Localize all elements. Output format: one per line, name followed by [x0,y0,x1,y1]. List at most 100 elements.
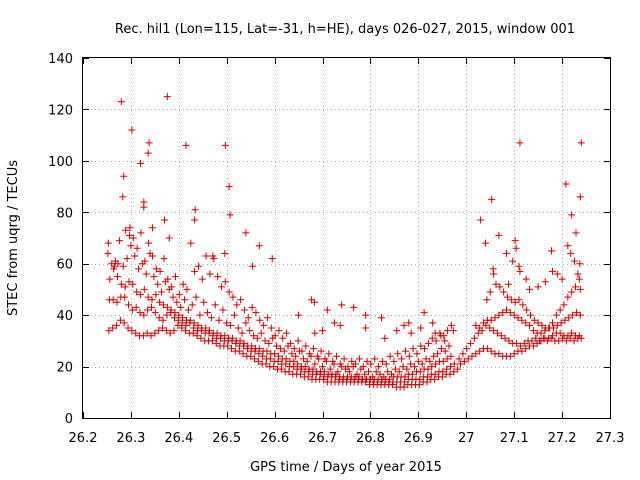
data-point [568,288,576,296]
data-point [113,273,121,281]
data-point [496,283,504,291]
x-axis-label: GPS time / Days of year 2015 [250,460,442,475]
data-point [548,247,556,255]
data-point [431,370,439,378]
data-point [407,329,415,337]
data-point [302,342,310,350]
data-point [147,332,155,340]
data-point [233,301,241,309]
data-point [541,278,549,286]
data-point [158,288,166,296]
data-point [431,329,439,337]
data-point [506,309,514,317]
x-tick-label: 26.7 [308,431,337,446]
data-point [557,319,565,327]
data-point [368,373,376,381]
data-point [116,316,124,324]
data-point [298,347,306,355]
data-point [522,275,530,283]
data-point [156,267,164,275]
data-point [143,329,151,337]
data-point [480,319,488,327]
data-point [261,337,269,345]
data-point [505,337,513,345]
data-point [421,345,429,353]
data-point [426,357,434,365]
data-point [534,319,542,327]
data-point [142,270,150,278]
data-point [365,368,373,376]
data-point [565,314,573,322]
data-point [503,293,511,301]
data-point [441,347,449,355]
data-point [376,370,384,378]
data-point [256,316,264,324]
data-point [441,337,449,345]
data-point [570,337,578,345]
data-point [168,283,176,291]
data-point [577,139,585,147]
data-point [191,206,199,214]
data-point [362,324,370,332]
data-point [255,345,263,353]
data-point [242,319,250,327]
data-point [528,337,536,345]
data-point [394,350,402,358]
data-point [509,257,517,265]
data-point [345,368,353,376]
data-point [253,334,261,342]
data-point [403,365,411,373]
data-point [105,327,113,335]
data-point [490,270,498,278]
data-point [450,368,458,376]
data-point [191,267,199,275]
data-point [411,363,419,371]
data-point [545,324,553,332]
data-point [249,262,257,270]
data-point [319,327,327,335]
data-point [188,301,196,309]
data-point [221,332,229,340]
data-point [257,329,265,337]
data-point [382,360,390,368]
data-point [306,350,314,358]
data-point [416,375,424,383]
data-point [131,252,139,260]
data-point [334,368,342,376]
x-tick-label: 26.2 [69,431,98,446]
data-point [144,306,152,314]
data-point [576,285,584,293]
data-point [125,301,133,309]
data-point [384,368,392,376]
data-point [553,321,561,329]
data-point [179,280,187,288]
x-tick-label: 27.2 [548,431,577,446]
y-tick-label: 140 [48,52,73,67]
data-point [320,368,328,376]
data-point [506,352,514,360]
data-point [564,242,572,250]
data-point [173,298,181,306]
data-point [409,345,417,353]
data-point [213,329,221,337]
data-point [163,93,171,101]
data-point [198,275,206,283]
data-point [240,306,248,314]
data-point [378,357,386,365]
data-point [571,257,579,265]
data-point [418,360,426,368]
y-tick-label: 20 [56,361,73,376]
data-point [120,319,128,327]
data-point [207,314,215,322]
data-point [476,347,484,355]
data-point [160,255,168,263]
data-point [154,280,162,288]
data-point [562,180,570,188]
data-point [417,324,425,332]
data-point [283,329,291,337]
data-point [568,329,576,337]
data-point [460,357,468,365]
data-point [265,339,273,347]
data-point [413,350,421,358]
data-point [133,244,141,252]
